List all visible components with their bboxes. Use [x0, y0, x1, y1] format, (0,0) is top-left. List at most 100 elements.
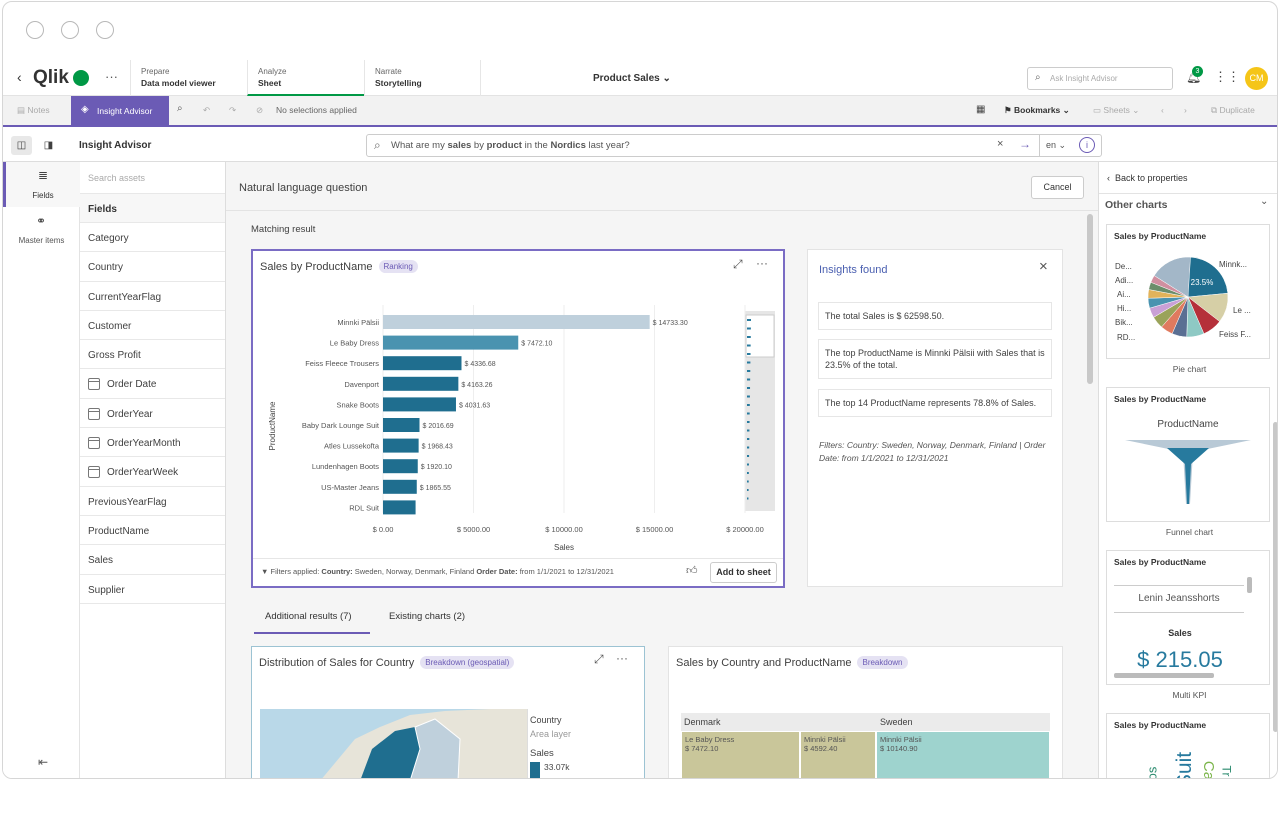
calendar-icon: [88, 378, 100, 391]
clear-selections-icon[interactable]: ⊘: [256, 105, 264, 115]
tab-additional-results[interactable]: Additional results (7): [265, 611, 352, 622]
field-item[interactable]: OrderYearMonth: [80, 428, 225, 458]
close-icon[interactable]: ×: [1039, 258, 1048, 275]
word-cloud-word: Tr: [1219, 765, 1234, 777]
scroll-mini-bar: [747, 353, 751, 355]
main-scrollbar[interactable]: [1087, 214, 1093, 384]
scroll-mini-bar: [747, 421, 750, 423]
kpi-scrollbar[interactable]: [1247, 577, 1252, 593]
kpi-value: $ 215.05: [1137, 647, 1223, 672]
field-item[interactable]: Order Date: [80, 369, 225, 399]
insight-advisor-title: Insight Advisor: [79, 140, 152, 151]
search-assets-input[interactable]: Search assets: [80, 162, 225, 194]
rail-item-fields[interactable]: ≣ Fields: [3, 162, 80, 207]
bar: [383, 397, 456, 412]
window-minimize-button[interactable]: [61, 21, 79, 39]
cancel-button[interactable]: Cancel: [1031, 176, 1084, 199]
language-value: en: [1046, 140, 1057, 150]
chevron-down-icon: ⌄: [662, 73, 671, 84]
field-label: Order Date: [107, 379, 157, 391]
left-panel-toggle-icon[interactable]: ◫: [11, 136, 32, 155]
question-input[interactable]: ⌕ What are my sales by product in the No…: [366, 134, 1102, 157]
word-cloud-card-title: Sales by ProductName: [1114, 720, 1207, 730]
insight-advisor-button[interactable]: ◈ Insight Advisor: [71, 96, 169, 127]
more-options-icon[interactable]: ···: [616, 651, 628, 665]
field-item[interactable]: Country: [80, 252, 225, 282]
next-sheet-icon[interactable]: ›: [1184, 105, 1187, 115]
ranking-chart-card[interactable]: Sales by ProductName Ranking ⤢ ··· $ 0.00…: [251, 249, 785, 588]
geospatial-chart-card[interactable]: Distribution of Sales for Country Breakdo…: [251, 646, 645, 778]
field-item[interactable]: Supplier: [80, 575, 225, 604]
field-label: PreviousYearFlag: [88, 496, 167, 508]
window-maximize-button[interactable]: [96, 21, 114, 39]
multi-kpi-card[interactable]: Sales by ProductName Lenin Jeansshorts S…: [1106, 550, 1270, 685]
right-panel-toggle-icon[interactable]: ◨: [43, 140, 54, 151]
more-options-icon[interactable]: ···: [756, 256, 768, 270]
bar: [383, 335, 519, 350]
tab-narrate[interactable]: Narrate Storytelling: [364, 60, 481, 96]
expand-icon[interactable]: ⤢: [733, 257, 743, 271]
field-item[interactable]: CurrentYearFlag: [80, 282, 225, 311]
notes-button[interactable]: ▤ Notes: [17, 105, 50, 115]
field-item[interactable]: Category: [80, 223, 225, 253]
step-forward-icon[interactable]: ↷: [229, 105, 237, 115]
kpi-hscrollbar[interactable]: [1114, 673, 1214, 678]
tab-existing-charts[interactable]: Existing charts (2): [389, 611, 466, 622]
map-visual: [260, 709, 528, 778]
back-chevron-icon[interactable]: ‹: [17, 69, 22, 85]
sheet-title-dropdown[interactable]: Product Sales ⌄: [593, 73, 671, 84]
more-menu-icon[interactable]: ···: [105, 69, 118, 84]
treemap-cell[interactable]: Minnki Pälsii $ 10140.90: [876, 731, 1050, 778]
field-item[interactable]: PreviousYearFlag: [80, 487, 225, 516]
pie-chart-card[interactable]: Sales by ProductName De... Adi... Ai... Hi.…: [1106, 224, 1270, 359]
field-item[interactable]: OrderYearWeek: [80, 457, 225, 487]
apps-grid-icon[interactable]: ⋮⋮: [1214, 69, 1240, 84]
pie-label: Ai...: [1117, 290, 1131, 299]
chevron-down-icon[interactable]: ⌄: [1260, 196, 1269, 207]
submit-arrow-icon[interactable]: →: [1019, 137, 1031, 151]
field-item[interactable]: Sales: [80, 545, 225, 575]
funnel-card-title: Sales by ProductName: [1114, 394, 1207, 404]
tab-prepare[interactable]: Prepare Data model viewer: [130, 60, 247, 96]
step-back-icon[interactable]: ↶: [203, 105, 211, 115]
treemap-cell[interactable]: Le Baby Dress $ 7472.10: [681, 731, 800, 778]
expand-icon[interactable]: ⤢: [594, 652, 604, 666]
pie-chart-caption: Pie chart: [1172, 364, 1207, 374]
rail-item-master-items[interactable]: ⚭ Master items: [3, 210, 80, 252]
panel-scrollbar[interactable]: [1273, 422, 1277, 732]
thumbs-up-icon[interactable]: 👍︎: [686, 565, 698, 577]
avatar[interactable]: CM: [1245, 67, 1268, 90]
calendar-icon: [88, 407, 100, 420]
rail-master-items-label: Master items: [18, 236, 65, 245]
duplicate-button[interactable]: ⧉ Duplicate: [1211, 105, 1255, 115]
ask-insight-advisor-search[interactable]: ⌕ Ask Insight Advisor: [1027, 67, 1173, 90]
field-item[interactable]: Customer: [80, 311, 225, 341]
funnel-chart-card[interactable]: Sales by ProductName ProductName: [1106, 387, 1270, 522]
back-to-properties[interactable]: ‹ Back to properties: [1099, 162, 1277, 194]
previous-sheet-icon[interactable]: ‹: [1161, 105, 1164, 115]
treemap-chart-card[interactable]: Sales by Country and ProductName Breakdow…: [668, 646, 1063, 778]
sheets-button[interactable]: ▭ Sheets ⌄: [1093, 105, 1140, 115]
info-icon[interactable]: i: [1079, 137, 1095, 153]
word-cloud-card[interactable]: Sales by ProductName os Suit Ca Tr: [1106, 713, 1270, 778]
collapse-panel-icon[interactable]: ⇤: [38, 755, 49, 769]
field-item[interactable]: OrderYear: [80, 399, 225, 429]
window-close-button[interactable]: [26, 21, 44, 39]
field-item[interactable]: Gross Profit: [80, 340, 225, 370]
pie-label: Bik...: [1115, 318, 1133, 327]
bookmarks-button[interactable]: ⚑ Bookmarks ⌄: [1004, 105, 1070, 115]
field-item[interactable]: ProductName: [80, 516, 225, 546]
smart-search-icon[interactable]: ⌕: [177, 103, 183, 114]
filter-icon: ▼: [261, 567, 269, 576]
add-to-sheet-button[interactable]: Add to sheet: [710, 562, 777, 583]
language-select[interactable]: en ⌄: [1039, 135, 1073, 156]
app-window: ‹ Qlik ··· Prepare Data model viewer Anal…: [2, 1, 1278, 779]
treemap-cell[interactable]: Minnki Pälsii $ 4592.40: [800, 731, 876, 778]
category-label: Feiss Fleece Trousers: [305, 359, 379, 368]
grid-view-icon[interactable]: ▦: [976, 104, 986, 115]
category-label: RDL Suit: [349, 503, 380, 512]
tab-analyze[interactable]: Analyze Sheet: [247, 60, 364, 96]
clear-query-icon[interactable]: ×: [997, 138, 1004, 150]
field-label: Supplier: [88, 584, 125, 596]
value-label: $ 4336.68: [464, 361, 495, 368]
